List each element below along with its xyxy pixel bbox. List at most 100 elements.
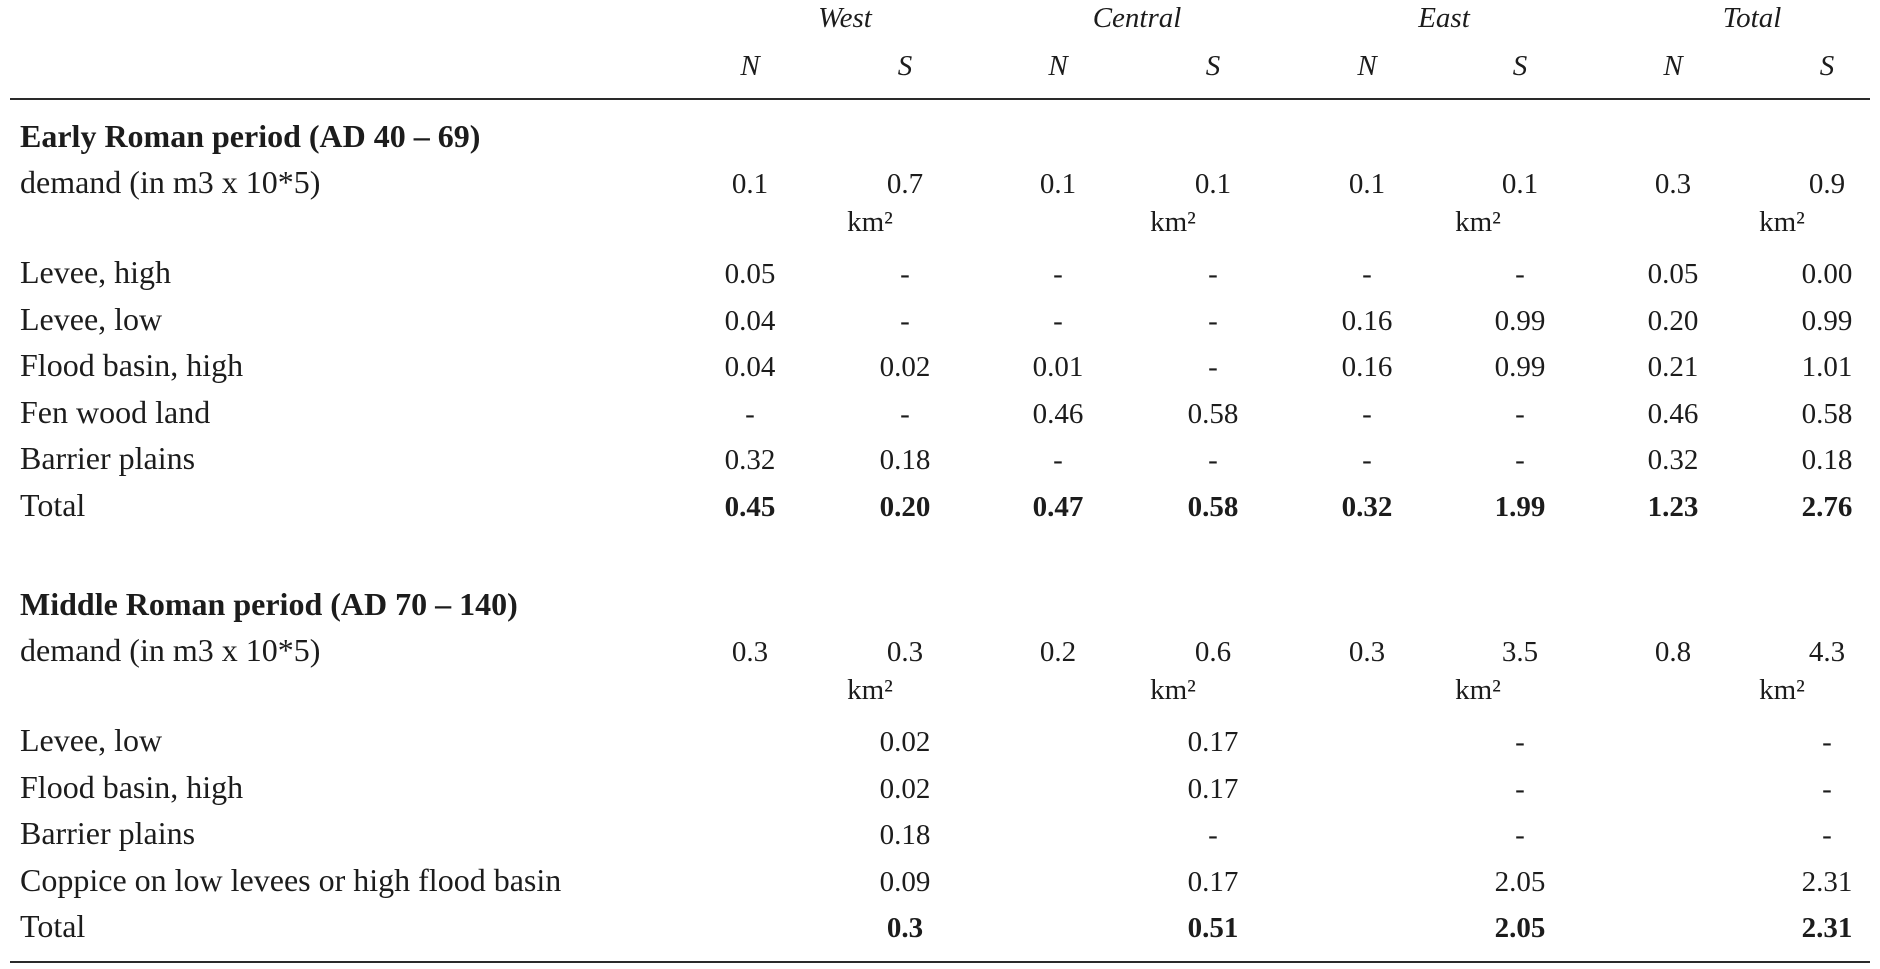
cell-value: 0.99	[1801, 304, 1853, 337]
row-label: Levee, low	[20, 300, 163, 337]
cell-value: -	[1362, 258, 1372, 290]
demand-value: 0.3	[886, 636, 924, 668]
cell-value: 1.01	[1801, 351, 1853, 383]
cell-value: 0.21	[1647, 351, 1699, 383]
cell-value: -	[1053, 304, 1063, 337]
cell-value: 0.16	[1341, 304, 1393, 337]
cell-value: 0.02	[879, 726, 931, 758]
total-value: 0.47	[1032, 490, 1084, 523]
header-rule	[10, 98, 1870, 100]
cell-value: -	[900, 397, 910, 430]
demand-value: 0.7	[886, 168, 924, 200]
cell-value: 0.04	[724, 351, 776, 383]
cell-value: -	[1515, 258, 1525, 290]
cell-value: -	[1053, 444, 1063, 476]
unit-label: km²	[1455, 674, 1501, 706]
unit-label: km²	[847, 206, 893, 238]
unit-label: km²	[1150, 206, 1196, 238]
cell-value: 0.18	[879, 819, 931, 851]
cell-value: -	[1822, 772, 1832, 805]
total-value: 0.45	[724, 490, 776, 523]
cell-value: -	[1208, 351, 1218, 383]
section-title: Middle Roman period (AD 70 – 140)	[20, 586, 518, 622]
demand-label: demand (in m3 x 10*5)	[20, 164, 321, 200]
demand-value: 3.5	[1501, 636, 1539, 668]
column-header-region: West	[818, 2, 872, 34]
cell-value: -	[1208, 819, 1218, 851]
column-header-region: Central	[1092, 2, 1182, 34]
column-header-sub: S	[1205, 50, 1221, 82]
demand-value: 0.1	[731, 168, 769, 200]
cell-value: -	[1208, 444, 1218, 476]
total-value: 1.99	[1494, 490, 1546, 523]
demand-value: 0.3	[1654, 168, 1692, 200]
cell-value: 0.00	[1801, 258, 1853, 290]
column-header-region: Total	[1722, 2, 1782, 34]
cell-value: 0.46	[1647, 397, 1699, 430]
total-value: 2.76	[1801, 490, 1853, 523]
total-value: 0.32	[1341, 490, 1393, 523]
cell-value: 0.16	[1341, 351, 1393, 383]
cell-value: -	[1515, 444, 1525, 476]
column-header-sub: N	[1048, 50, 1068, 82]
demand-value: 0.6	[1194, 636, 1232, 668]
cell-value: 0.99	[1494, 304, 1546, 337]
column-header-sub: S	[1512, 50, 1528, 82]
demand-value: 0.8	[1654, 636, 1692, 668]
cell-value: 0.02	[879, 351, 931, 383]
cell-value: 0.20	[1647, 304, 1699, 337]
column-header-sub: S	[897, 50, 913, 82]
demand-value: 0.2	[1039, 636, 1077, 668]
cell-value: -	[1053, 258, 1063, 290]
cell-value: 0.32	[724, 444, 776, 476]
total-value: 0.51	[1187, 912, 1239, 944]
demand-value: 0.1	[1039, 168, 1077, 200]
cell-value: 0.58	[1801, 397, 1853, 430]
unit-label: km²	[1150, 674, 1196, 706]
cell-value: 0.32	[1647, 444, 1699, 476]
total-label: Total	[20, 486, 86, 523]
demand-value: 4.3	[1808, 636, 1846, 668]
cell-value: 2.31	[1801, 865, 1853, 898]
cell-value: 0.18	[1801, 444, 1853, 476]
cell-value: -	[1515, 397, 1525, 430]
total-value: 2.31	[1801, 912, 1853, 944]
total-value: 0.3	[886, 912, 924, 944]
cell-value: -	[900, 304, 910, 337]
demand-value: 0.3	[1348, 636, 1386, 668]
cell-value: -	[1822, 726, 1832, 758]
unit-label: km²	[1759, 206, 1805, 238]
total-value: 0.20	[879, 490, 931, 523]
row-label: Barrier plains	[20, 815, 196, 851]
cell-value: 0.05	[1647, 258, 1699, 290]
cell-value: 0.99	[1494, 351, 1546, 383]
unit-label: km²	[847, 674, 893, 706]
unit-label: km²	[1759, 674, 1805, 706]
row-label: Flood basin, high	[20, 768, 244, 805]
column-header-sub: N	[1357, 50, 1377, 82]
row-label: Levee, high	[20, 254, 172, 290]
cell-value: -	[1362, 397, 1372, 430]
cell-value: -	[745, 397, 755, 430]
cell-value: 0.05	[724, 258, 776, 290]
demand-value: 0.1	[1194, 168, 1232, 200]
cell-value: 0.46	[1032, 397, 1084, 430]
total-value: 0.58	[1187, 490, 1239, 523]
row-label: Levee, low	[20, 722, 163, 758]
cell-value: -	[900, 258, 910, 290]
cell-value: -	[1515, 772, 1525, 805]
section-title: Early Roman period (AD 40 – 69)	[20, 118, 481, 154]
column-header-sub: N	[1663, 50, 1683, 82]
cell-value: -	[1515, 819, 1525, 851]
cell-value: 0.04	[724, 304, 776, 337]
cell-value: 0.18	[879, 444, 931, 476]
cell-value: 0.17	[1187, 772, 1239, 805]
demand-value: 0.1	[1348, 168, 1386, 200]
cell-value: 0.09	[879, 865, 931, 898]
cell-value: 2.05	[1494, 865, 1546, 898]
row-label: Flood basin, high	[20, 347, 244, 383]
cell-value: 0.02	[879, 772, 931, 805]
total-value: 2.05	[1494, 912, 1546, 944]
column-header-sub: N	[740, 50, 760, 82]
